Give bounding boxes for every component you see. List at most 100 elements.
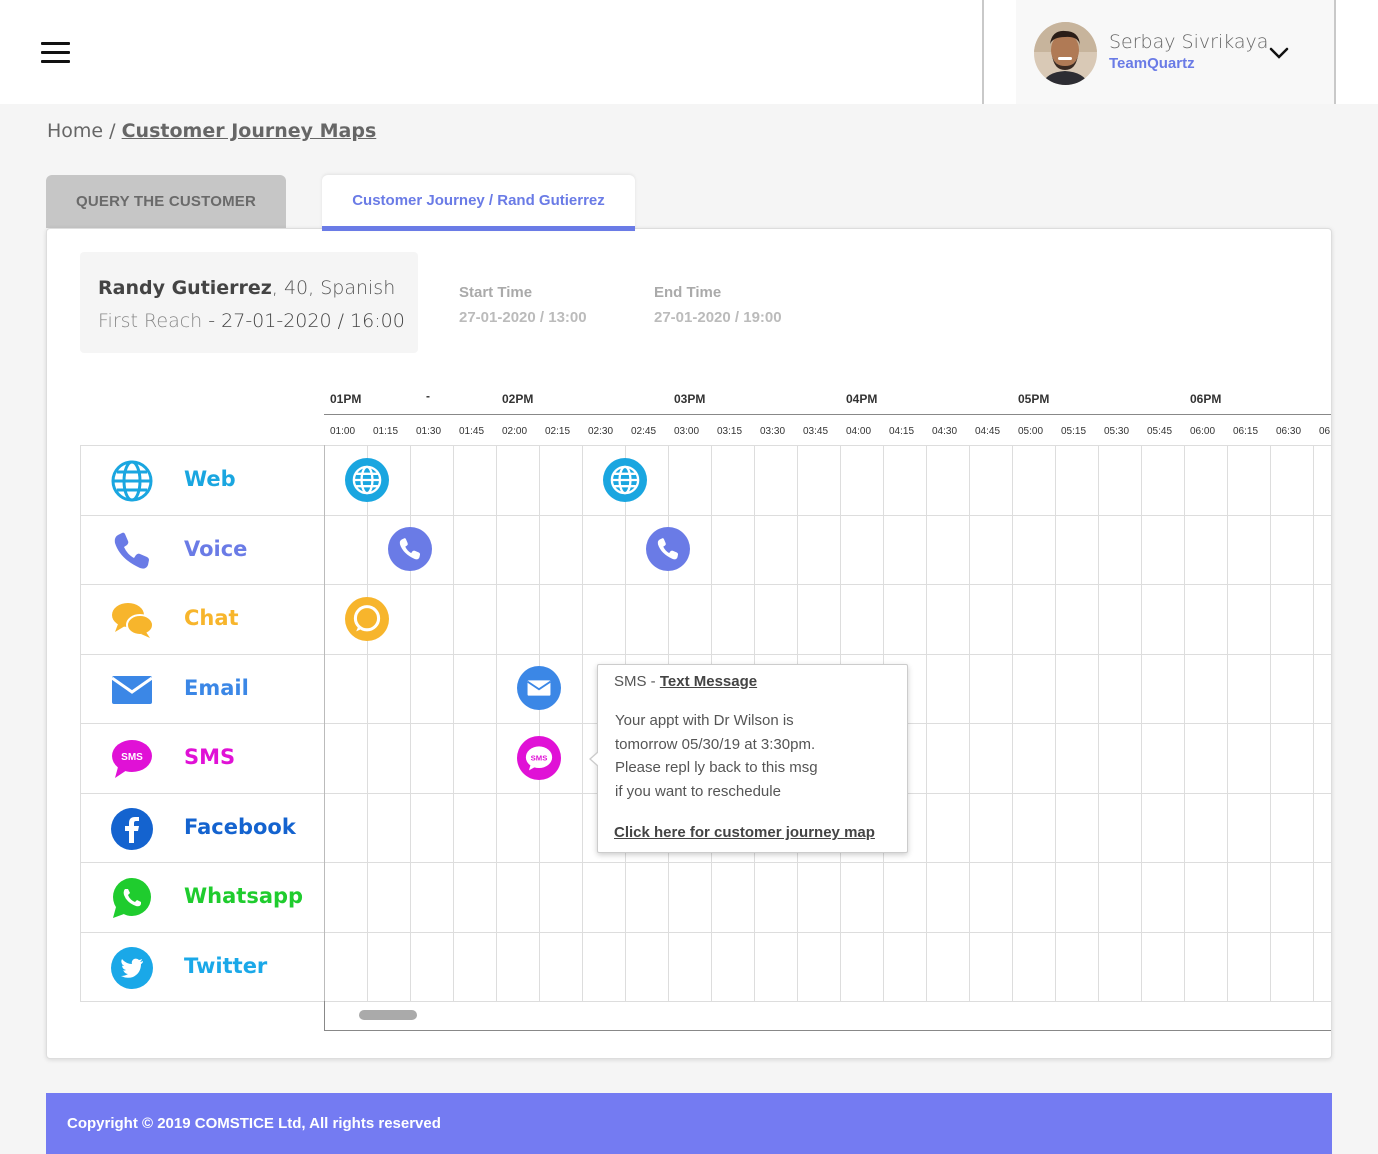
hamburger-icon[interactable] (41, 42, 70, 64)
time-tick-label: 05:45 (1147, 426, 1173, 437)
event-marker-web[interactable] (603, 457, 647, 502)
row-divider (80, 653, 1331, 655)
column-divider (410, 445, 411, 1001)
phone-icon (110, 529, 154, 573)
timeline-axis (324, 414, 1331, 415)
end-time-label: End Time (654, 284, 722, 301)
tab-customer-journey[interactable]: Customer Journey / Rand Gutierrez (322, 175, 635, 231)
tooltip-channel: SMS - (614, 673, 656, 690)
customer-info: Randy Gutierrez, 40, Spanish First Reach… (80, 252, 418, 353)
channel-label: Email (184, 675, 249, 700)
channel-row-whatsapp: Whatsapp (80, 862, 324, 931)
row-divider (80, 584, 1331, 585)
twitter-icon (110, 946, 154, 990)
time-tick-label: 05:30 (1104, 426, 1130, 437)
time-tick-label: 06:15 (1233, 426, 1259, 437)
column-divider (1313, 445, 1314, 1001)
channel-label: SMS (184, 745, 236, 769)
chevron-down-icon[interactable] (1266, 40, 1292, 66)
user-name: Serbay Sivrikaya (1109, 31, 1269, 53)
column-divider (367, 445, 368, 1001)
time-tick-label: 01:30 (416, 426, 442, 437)
tooltip-title: SMS - Text Message (614, 673, 757, 690)
event-marker-chat[interactable] (345, 596, 389, 641)
scroll-track-bottom (324, 1030, 1331, 1031)
time-tick-label: 03:30 (760, 426, 786, 437)
hour-label: 06PM (1190, 392, 1222, 406)
time-tick-label: 03:45 (803, 426, 829, 437)
tooltip-line: tomorrow 05/30/19 at 3:30pm. (615, 736, 816, 753)
event-marker-voice[interactable] (646, 527, 690, 572)
first-reach-value: - 27-01-2020 / 16:00 (202, 310, 405, 332)
globe-icon (110, 459, 154, 503)
horizontal-scrollbar[interactable] (359, 1010, 417, 1020)
event-marker-email[interactable] (517, 666, 561, 711)
end-time-value: 27-01-2020 / 19:00 (654, 309, 782, 326)
event-tooltip: SMS - Text Message Your appt with Dr Wil… (589, 664, 908, 853)
channel-row-sms: SMS SMS (80, 723, 324, 792)
svg-text:SMS: SMS (531, 753, 548, 762)
breadcrumb-current[interactable]: Customer Journey Maps (121, 120, 377, 142)
channel-row-twitter: Twitter (80, 932, 324, 1001)
column-divider (969, 445, 970, 1001)
column-divider (1227, 445, 1228, 1001)
hour-label: 01PM (330, 392, 362, 406)
time-tick-label: 06 (1319, 426, 1331, 437)
column-divider (453, 445, 454, 1001)
column-divider (1184, 445, 1185, 1001)
header-divider (982, 0, 984, 104)
avatar[interactable] (1034, 22, 1097, 85)
channel-row-web: Web (80, 445, 324, 514)
user-team: TeamQuartz (1109, 55, 1195, 72)
event-marker-web[interactable] (345, 457, 389, 502)
column-divider (1098, 445, 1099, 1001)
row-divider (80, 445, 1331, 446)
customer-name-line: Randy Gutierrez, 40, Spanish (98, 277, 395, 299)
column-divider (1012, 445, 1013, 1001)
row-divider (80, 931, 1331, 933)
first-reach-line: First Reach - 27-01-2020 / 16:00 (98, 310, 405, 332)
channel-label: Whatsapp (184, 884, 304, 908)
time-tick-label: 04:30 (932, 426, 958, 437)
time-tick-label: 02:15 (545, 426, 571, 437)
tooltip-type-link[interactable]: Text Message (659, 673, 758, 690)
time-tick-label: 01:00 (330, 426, 356, 437)
time-tick-label: 01:45 (459, 426, 485, 437)
tooltip-line: Your appt with Dr Wilson is (615, 712, 794, 729)
time-tick-label: 06:30 (1276, 426, 1302, 437)
facebook-icon (110, 807, 154, 851)
tab-query-the-customer[interactable]: QUERY THE CUSTOMER (46, 175, 286, 228)
journey-map-link[interactable]: Click here for customer journey map (614, 824, 875, 841)
tooltip-line: if you want to reschedule (615, 783, 781, 800)
channel-label: Web (184, 467, 236, 491)
column-divider (1055, 445, 1056, 1001)
row-divider (80, 1001, 1331, 1002)
time-tick-label: 05:00 (1018, 426, 1044, 437)
time-tick-label: 06:00 (1190, 426, 1216, 437)
channel-row-facebook: Facebook (80, 793, 324, 862)
column-divider (1141, 445, 1142, 1001)
customer-details: , 40, Spanish (271, 277, 396, 299)
top-bar: Serbay Sivrikaya TeamQuartz (0, 0, 1378, 104)
time-tick-label: 02:45 (631, 426, 657, 437)
journey-card: Randy Gutierrez, 40, Spanish First Reach… (46, 228, 1332, 1059)
chat-bubbles-icon (110, 598, 154, 642)
event-marker-voice[interactable] (388, 527, 432, 572)
event-marker-sms[interactable]: SMS (517, 735, 561, 780)
channel-label: Chat (184, 606, 239, 630)
time-tick-label: 04:15 (889, 426, 915, 437)
footer: Copyright © 2019 COMSTICE Ltd, All right… (46, 1093, 1332, 1154)
user-menu[interactable]: Serbay Sivrikaya TeamQuartz (1016, 0, 1334, 104)
first-reach-label: First Reach (98, 310, 203, 332)
channel-label: Voice (184, 536, 248, 561)
channel-row-voice: Voice (80, 515, 324, 584)
column-divider (926, 445, 927, 1001)
tooltip-arrow-inner (591, 752, 599, 766)
copyright-text: Copyright © 2019 COMSTICE Ltd, All right… (67, 1115, 441, 1132)
hour-label: 02PM (502, 392, 534, 406)
header-divider-right (1334, 0, 1336, 104)
channel-label: Facebook (184, 814, 296, 839)
breadcrumb-home[interactable]: Home / (47, 120, 116, 142)
channel-label: Twitter (184, 953, 268, 978)
time-tick-label: 05:15 (1061, 426, 1087, 437)
